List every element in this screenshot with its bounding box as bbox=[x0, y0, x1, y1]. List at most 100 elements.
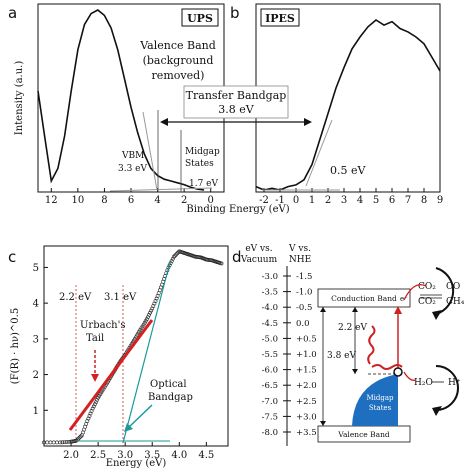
panel-c-y-tick-label: 5 bbox=[33, 263, 39, 274]
panel-b-tick-label: 4 bbox=[357, 195, 363, 206]
panel-label-c: c bbox=[8, 248, 16, 266]
nhe-level-label: +1.5 bbox=[296, 366, 317, 376]
product-co2-b: CO₂ bbox=[418, 297, 436, 307]
panel-c-data-point bbox=[55, 440, 59, 445]
urbach-fit-line bbox=[68, 319, 154, 431]
panel-b-tag: IPES bbox=[265, 12, 295, 25]
panel-c-data-point bbox=[76, 436, 81, 441]
vacuum-header-2: Vacuum bbox=[240, 255, 278, 265]
marker-2-2-ev-label: 2.2 eV bbox=[59, 292, 92, 303]
vbm-value: 3.3 eV bbox=[118, 164, 148, 174]
panel-c-y-tick-label: 4 bbox=[33, 299, 39, 310]
panel-a-tag-box bbox=[181, 8, 219, 27]
nhe-level-label: +1.0 bbox=[296, 350, 317, 360]
optical-tangent bbox=[122, 261, 171, 444]
panel-c-data-point bbox=[60, 440, 65, 445]
excitation-arrow-head bbox=[394, 306, 402, 314]
nhe-level-label: +3.0 bbox=[296, 412, 317, 422]
ipes-onset-label: 0.5 eV bbox=[330, 164, 367, 177]
panel-c-x-tick-label: 2.5 bbox=[90, 450, 106, 461]
panel-c-data-point bbox=[48, 440, 53, 445]
panel-c-x-tick-label: 4.5 bbox=[198, 450, 214, 461]
panel-c-data-point bbox=[174, 252, 178, 257]
panel-a-ylabel: Intensity (a.u.) bbox=[14, 61, 25, 136]
panel-c-data-point bbox=[219, 261, 224, 266]
panel-c-data-point bbox=[175, 251, 180, 256]
cycle-arrow-top bbox=[435, 267, 455, 315]
product-co2-a: CO₂ bbox=[418, 282, 436, 292]
optical-arrow-head bbox=[124, 423, 133, 432]
panel-c-data-point bbox=[45, 440, 50, 445]
vacuum-level-label: -4.5 bbox=[262, 319, 278, 329]
panel-b-ipes-curve bbox=[255, 19, 441, 191]
optical-arrow bbox=[127, 404, 153, 429]
vacuum-header-1: eV vs. bbox=[245, 244, 272, 254]
panel-a-ups-curve bbox=[37, 9, 205, 191]
panel-c-data-point bbox=[90, 406, 95, 411]
panel-c-data-point bbox=[171, 254, 176, 259]
full-gap-head-up bbox=[320, 307, 326, 312]
shared-xlabel: Binding Energy (eV) bbox=[186, 204, 289, 215]
cycle-arrow-bottom bbox=[435, 365, 459, 411]
mid-gap-label: 2.2 eV bbox=[338, 323, 368, 333]
product-h-plus: H⁺ bbox=[448, 378, 461, 388]
nhe-level-label: +2.0 bbox=[296, 381, 317, 391]
nhe-level-label: -1.5 bbox=[296, 272, 312, 282]
midgap-label-1: Midgap bbox=[185, 147, 220, 157]
panel-label-d: d bbox=[232, 248, 242, 266]
panel-c-xlabel: Energy (eV) bbox=[106, 458, 167, 469]
panel-c-data-point bbox=[77, 435, 82, 440]
optical-label-1: Optical bbox=[150, 379, 187, 390]
nhe-level-label: -0.5 bbox=[296, 303, 312, 313]
product-h2o: H₂O bbox=[414, 378, 433, 388]
transfer-bandgap-box bbox=[183, 85, 289, 119]
vacuum-level-label: -6.0 bbox=[262, 366, 278, 376]
panel-b-tick-label: 3 bbox=[341, 195, 347, 206]
panel-a-tick-label: 12 bbox=[45, 195, 58, 206]
panel-b-tick-label: 1 bbox=[309, 195, 315, 206]
cycle-arrow-top-head bbox=[432, 310, 442, 320]
panel-b-tick-label: 5 bbox=[373, 195, 379, 206]
urbach-label-1: Urbach's bbox=[80, 320, 126, 331]
panel-c-data-point bbox=[94, 400, 98, 405]
panel-c-data-point bbox=[149, 308, 154, 313]
panel-c-data-point bbox=[51, 440, 56, 445]
product-ch4: CH₄ bbox=[446, 297, 465, 307]
panel-b-tag-box bbox=[260, 8, 300, 27]
panel-c-data-point bbox=[93, 402, 97, 407]
vacuum-level-label: -7.5 bbox=[262, 412, 278, 422]
panel-c-frame bbox=[43, 245, 229, 447]
panel-c-data-point bbox=[144, 317, 149, 322]
panel-b-tick-label: 2 bbox=[325, 195, 331, 206]
transfer-arrow-left-head bbox=[160, 118, 168, 126]
conduction-band-label: Conduction Band bbox=[331, 294, 397, 303]
panel-c-data-point bbox=[95, 397, 99, 402]
panel-a-tick-label: 8 bbox=[101, 195, 107, 206]
conduction-band bbox=[317, 288, 411, 308]
transfer-bandgap-label: Transfer Bandgap bbox=[186, 89, 287, 102]
panel-a-tick-label: 2 bbox=[181, 195, 187, 206]
panel-a-tick-label: 4 bbox=[154, 195, 160, 206]
panel-a-tick-label: 10 bbox=[71, 195, 84, 206]
panel-c-x-tick-label: 4.0 bbox=[171, 450, 187, 461]
nhe-level-label: 0.0 bbox=[296, 319, 310, 329]
transfer-arrow-right-head bbox=[304, 118, 312, 126]
valence-band-line-3: removed) bbox=[152, 69, 205, 82]
vbm-label: VBM bbox=[121, 151, 144, 161]
panel-a-tick-label: 0 bbox=[208, 195, 214, 206]
nhe-header-1: V vs. bbox=[288, 244, 311, 254]
vacuum-level-label: -3.5 bbox=[262, 288, 278, 298]
vacuum-level-label: -7.0 bbox=[262, 397, 278, 407]
full-gap-head-down bbox=[320, 421, 326, 426]
vacuum-level-label: -5.0 bbox=[262, 334, 278, 344]
midgap-states-label-2: States bbox=[369, 404, 392, 412]
valence-band-label: Valence Band bbox=[337, 430, 390, 439]
panel-c-ylabel: (F(R) · hν)^0.5 bbox=[10, 308, 21, 384]
energy-scale: -3.0 -1.5 -3.5 -1.0 -4.0 -0.5 -4.5 0.0 -5.0 +0.5 -… bbox=[262, 272, 317, 438]
vacuum-level-label: -6.5 bbox=[262, 381, 278, 391]
nhe-level-label: +2.5 bbox=[296, 397, 317, 407]
panel-b-tick-label: 6 bbox=[389, 195, 395, 206]
panel-c-x-tick-label: 2.0 bbox=[63, 450, 79, 461]
vacuum-level-label: -5.5 bbox=[262, 350, 278, 360]
